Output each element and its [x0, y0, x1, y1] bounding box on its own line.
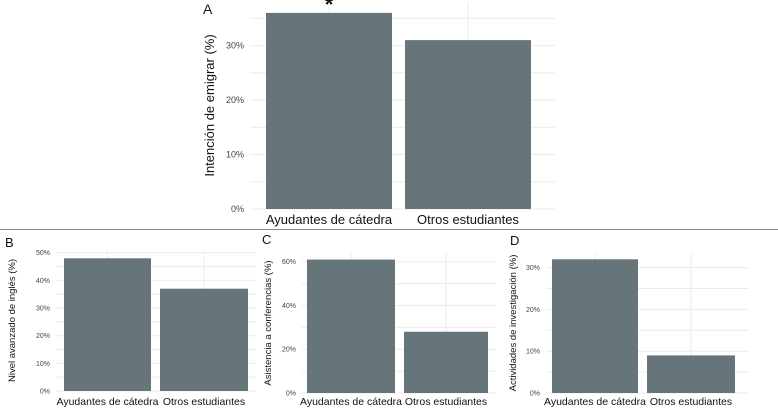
panel-c-ytick-label: 20%	[282, 347, 296, 354]
panel-c-bar-0	[307, 259, 395, 393]
panel-b-bar-0	[64, 258, 151, 391]
panel-c-category-label: Ayudantes de cátedra	[300, 396, 402, 408]
panel-b-ytick-label: 20%	[36, 333, 50, 340]
panel-c-ytick-label: 40%	[282, 303, 296, 310]
panel-b-category-label: Otros estudiantes	[163, 396, 245, 408]
panel-b-category-label: Ayudantes de cátedra	[57, 396, 159, 408]
panel-d-y-axis-label: Actividades de investigación (%)	[508, 255, 519, 392]
panel-b-ytick-label: 30%	[36, 306, 50, 313]
panel-c-category-label: Otros estudiantes	[405, 396, 487, 408]
panel-b-ytick-label: 0%	[40, 388, 50, 395]
panel-a-category-label: Otros estudiantes	[417, 212, 519, 227]
panel-b-ytick-label: 40%	[36, 278, 50, 285]
panel-a-ytick-label: 20%	[226, 95, 244, 105]
panel-a-ytick-label: 0%	[231, 204, 244, 214]
panel-d-category-label: Otros estudiantes	[650, 396, 732, 408]
panel-b-ytick-label: 10%	[36, 361, 50, 368]
panel-d-bar-0	[552, 259, 638, 393]
panel-c-ytick-label: 0%	[286, 390, 296, 397]
panel-d-ytick-label: 20%	[526, 307, 540, 314]
panel-b-ytick-label: 50%	[36, 250, 50, 257]
panel-a-letter: A	[203, 1, 213, 17]
panel-d-bar-1	[647, 355, 735, 393]
panel-b-bar-1	[160, 288, 248, 391]
panel-a-bar-0	[266, 12, 392, 209]
panel-d-ytick-label: 0%	[530, 390, 540, 397]
panel-c-ytick-label: 60%	[282, 259, 296, 266]
panel-d-letter: D	[510, 233, 519, 248]
panel-d-category-label: Ayudantes de cátedra	[544, 396, 646, 408]
panel-c-bar-1	[404, 331, 488, 393]
panel-a-y-axis-label: Intención de emigrar (%)	[202, 34, 217, 176]
panel-b-y-axis-label: Nivel avanzado de inglés (%)	[7, 259, 18, 382]
panel-a-ytick-label: 30%	[226, 41, 244, 51]
panel-d-ytick-label: 10%	[526, 349, 540, 356]
panel-a-category-label: Ayudantes de cátedra	[266, 212, 393, 227]
panel-d-ytick-label: 30%	[526, 265, 540, 272]
panel-c-y-axis-label: Asistencia a conferencias (%)	[263, 260, 274, 385]
panel-a-significance-annotation: *	[325, 0, 334, 17]
panel-a-bar-1	[405, 40, 531, 210]
panel-b-letter: B	[5, 235, 14, 250]
panel-a-ytick-label: 10%	[226, 150, 244, 160]
panel-c-letter: C	[262, 232, 271, 247]
